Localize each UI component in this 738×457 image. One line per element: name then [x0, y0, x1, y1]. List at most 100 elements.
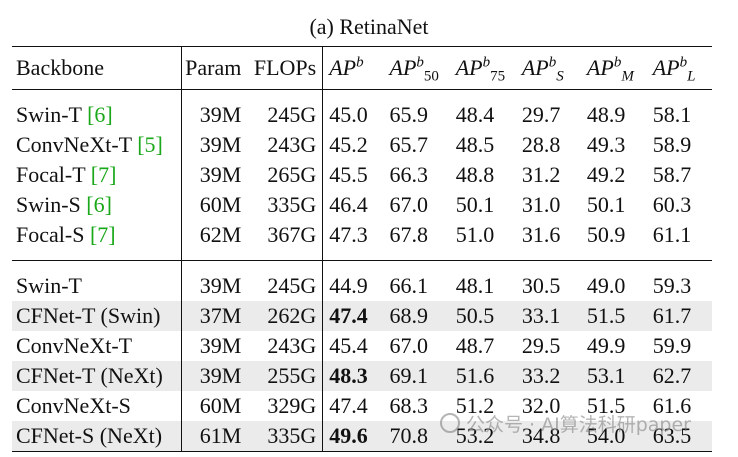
- flops-cell: 329G: [267, 393, 317, 418]
- ap-cell: 45.2: [322, 130, 384, 160]
- citation-link[interactable]: [7]: [89, 222, 116, 247]
- backbone-cell: Focal-T [7]: [16, 162, 117, 187]
- ap75-cell: 48.4: [455, 102, 495, 127]
- param-cell: 39M: [180, 361, 248, 391]
- ap50-cell: 69.1: [383, 361, 450, 391]
- apm-cell: 51.5: [586, 393, 626, 418]
- header-flops: FLOPs: [247, 46, 323, 90]
- param-cell: 62M: [180, 220, 248, 250]
- header-row: Backbone Param FLOPs APb APb50 APb75 APb…: [12, 46, 712, 90]
- ap50-cell: 65.9: [389, 102, 429, 127]
- ap50-cell: 65.7: [389, 132, 429, 157]
- param-cell: 37M: [180, 301, 248, 331]
- backbone-cell: Swin-T: [16, 273, 82, 298]
- aps-cell: 31.0: [521, 192, 561, 217]
- apl-cell: 61.1: [652, 222, 692, 247]
- header-ap50: APb50: [383, 46, 450, 90]
- apl-cell: 62.7: [646, 361, 712, 391]
- backbone-cell: ConvNeXt-T [5]: [16, 132, 163, 157]
- apm-cell: 49.0: [586, 273, 626, 298]
- backbone-cell: ConvNeXt-S: [16, 393, 131, 418]
- header-aps: APbS: [515, 46, 581, 90]
- flops-cell: 265G: [267, 162, 317, 187]
- apm-cell: 50.1: [586, 192, 626, 217]
- header-apm: APbM: [580, 46, 647, 90]
- header-backbone: Backbone: [12, 46, 182, 90]
- citation-link[interactable]: [5]: [137, 132, 163, 157]
- apm-cell: 50.9: [586, 222, 626, 247]
- ap75-cell: 48.5: [455, 132, 495, 157]
- flops-cell: 335G: [267, 192, 317, 217]
- watermark: 公众号 · AI算法科研paper: [440, 410, 691, 437]
- ap-cell: 45.4: [322, 331, 384, 361]
- apm-cell: 49.2: [586, 162, 626, 187]
- apl-cell: 61.6: [652, 393, 692, 418]
- ap75-cell: 48.8: [455, 162, 495, 187]
- backbone-cell: Focal-S [7]: [16, 222, 116, 247]
- ap-cell: 44.9: [322, 271, 384, 301]
- header-ap75: APb75: [449, 46, 516, 90]
- param-cell: 39M: [180, 130, 248, 160]
- table-row: Focal-T [7] 39M 265G 45.5 66.3 48.8 31.2 49.2 58…: [12, 160, 712, 190]
- backbone-cell: Swin-S [6]: [16, 192, 112, 217]
- backbone-cell: CFNet-S (NeXt): [12, 421, 182, 452]
- ap-cell: 47.3: [322, 220, 384, 250]
- table-row: CFNet-T (Swin) 37M 262G 47.4 68.9 50.5 33.1 51.…: [12, 301, 712, 331]
- apm-cell: 51.5: [580, 301, 647, 331]
- flops-cell: 243G: [267, 132, 317, 157]
- ap75-cell: 53.2: [449, 421, 516, 452]
- aps-cell: 32.0: [521, 393, 561, 418]
- ap75-cell: 48.1: [455, 273, 495, 298]
- ap-cell: 47.4: [322, 301, 384, 331]
- table-row: Swin-T [6] 39M 245G 45.0 65.9 48.4 29.7 48.9 58.…: [12, 100, 712, 130]
- ap75-cell: 48.7: [455, 333, 495, 358]
- param-cell: 61M: [180, 421, 248, 452]
- ap75-cell: 51.2: [455, 393, 495, 418]
- table-row: ConvNeXt-T 39M 243G 45.4 67.0 48.7 29.5 49.9 59.…: [12, 331, 712, 361]
- aps-cell: 34.8: [515, 421, 581, 452]
- apm-cell: 53.1: [580, 361, 647, 391]
- ap50-cell: 66.1: [389, 273, 429, 298]
- backbone-cell: ConvNeXt-T: [16, 333, 133, 358]
- ap50-cell: 68.9: [383, 301, 450, 331]
- backbone-cell: CFNet-T (Swin): [12, 301, 182, 331]
- flops-cell: 243G: [267, 333, 317, 358]
- table-row: CFNet-S (NeXt) 61M 335G 49.6 70.8 53.2 34.8 54.…: [12, 421, 712, 452]
- ap-cell: 45.0: [322, 100, 384, 130]
- apl-cell: 58.1: [652, 102, 692, 127]
- apl-cell: 58.7: [652, 162, 692, 187]
- header-ap: APb: [322, 46, 384, 90]
- flops-cell: 262G: [247, 301, 323, 331]
- aps-cell: 33.2: [515, 361, 581, 391]
- table-body: Swin-T [6] 39M 245G 45.0 65.9 48.4 29.7 48.9 58.…: [12, 89, 712, 452]
- apl-cell: 61.7: [646, 301, 712, 331]
- param-cell: 39M: [180, 160, 248, 190]
- ap-cell: 49.6: [322, 421, 384, 452]
- flops-cell: 255G: [247, 361, 323, 391]
- apl-cell: 59.3: [652, 273, 692, 298]
- table-row: Focal-S [7] 62M 367G 47.3 67.8 51.0 31.6 50.9 61…: [12, 220, 712, 250]
- ap75-cell: 51.0: [455, 222, 495, 247]
- citation-link[interactable]: [7]: [90, 162, 117, 187]
- citation-link[interactable]: [6]: [87, 102, 113, 127]
- table-row: CFNet-T (NeXt) 39M 255G 48.3 69.1 51.6 33.2 53.…: [12, 361, 712, 391]
- param-cell: 60M: [180, 391, 248, 421]
- aps-cell: 33.1: [515, 301, 581, 331]
- citation-link[interactable]: [6]: [86, 192, 112, 217]
- param-cell: 39M: [180, 331, 248, 361]
- flops-cell: 367G: [267, 222, 317, 247]
- ap50-cell: 68.3: [389, 393, 429, 418]
- aps-cell: 28.8: [521, 132, 561, 157]
- results-table: Backbone Param FLOPs APb APb50 APb75 APb…: [12, 46, 712, 452]
- table-row: ConvNeXt-T [5] 39M 243G 45.2 65.7 48.5 28.8 49.…: [12, 130, 712, 160]
- ap50-cell: 70.8: [383, 421, 450, 452]
- apl-cell: 63.5: [646, 421, 712, 452]
- aps-cell: 30.5: [521, 273, 561, 298]
- backbone-cell: CFNet-T (NeXt): [12, 361, 182, 391]
- apl-cell: 60.3: [652, 192, 692, 217]
- table-row: Swin-S [6] 60M 335G 46.4 67.0 50.1 31.0 50.1 60.…: [12, 190, 712, 220]
- wechat-icon: [440, 413, 460, 433]
- param-cell: 39M: [180, 271, 248, 301]
- ap-cell: 46.4: [322, 190, 384, 220]
- apm-cell: 54.0: [580, 421, 647, 452]
